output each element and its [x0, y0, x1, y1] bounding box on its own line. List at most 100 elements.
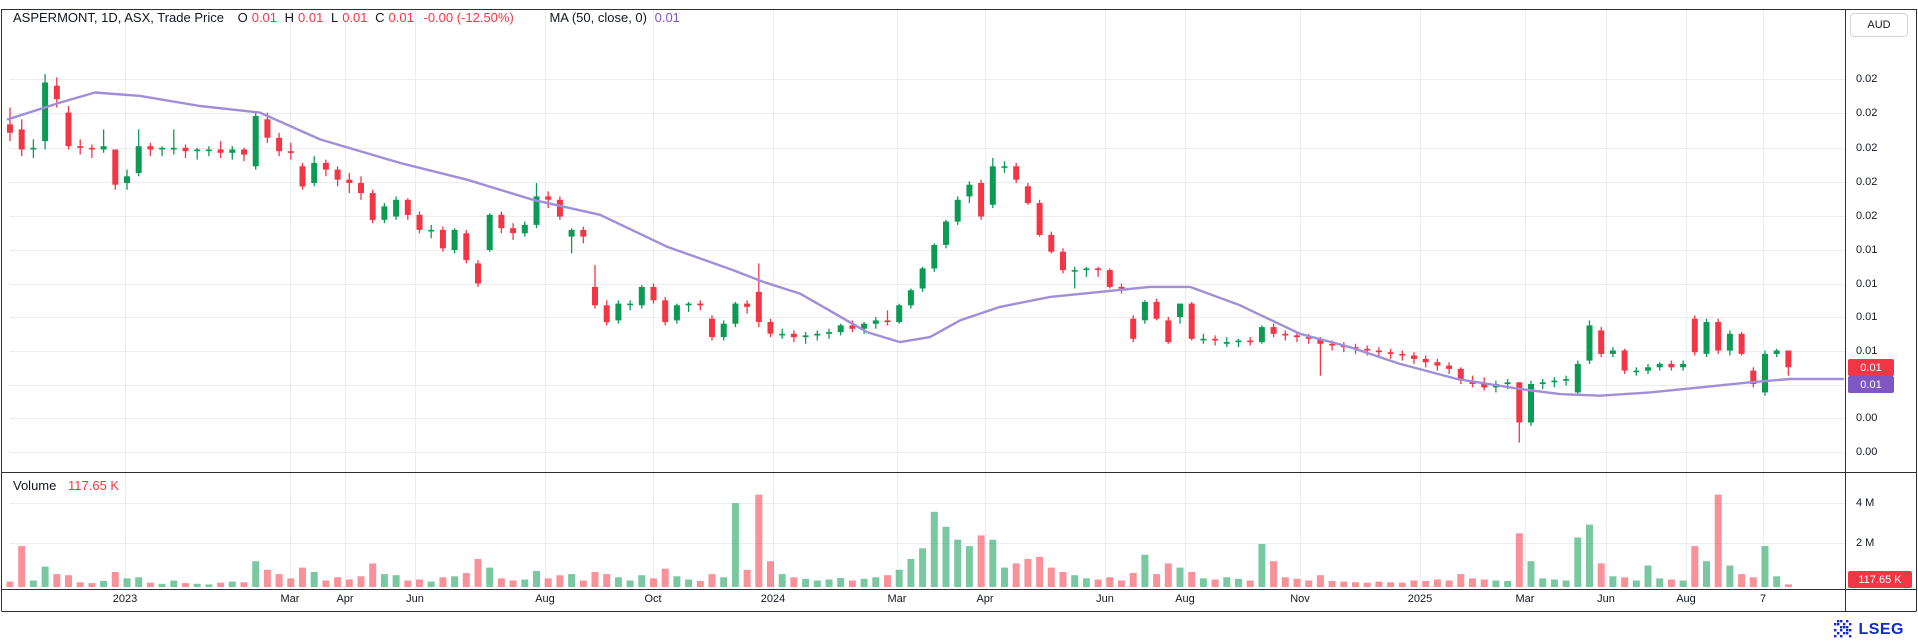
time-axis-label: 7	[1759, 593, 1767, 605]
candle-body	[147, 146, 154, 150]
candle-body	[556, 199, 563, 217]
candle-body	[1528, 384, 1534, 423]
volume-bar	[100, 581, 108, 587]
candle-body	[919, 268, 926, 289]
volume-bar	[1258, 544, 1266, 587]
volume-bar	[380, 574, 388, 587]
volume-bar	[1667, 579, 1675, 587]
open-value: 0.01	[251, 10, 278, 25]
price-axis-label: 0.02	[1856, 107, 1878, 119]
volume-value-badge: 117.65 K	[1848, 571, 1912, 588]
volume-bar	[1012, 563, 1020, 587]
volume-bar	[1738, 574, 1746, 587]
candle-body	[1048, 234, 1055, 252]
candle-body	[1364, 348, 1371, 351]
volume-bar	[813, 580, 821, 587]
candle-body	[1551, 380, 1558, 383]
volume-bar	[217, 582, 225, 587]
candle-body	[1036, 203, 1043, 235]
close-value: 0.01	[388, 10, 414, 25]
candle-body	[241, 149, 247, 155]
volume-bar	[1164, 563, 1172, 587]
candle-body	[276, 137, 283, 152]
candle-body	[732, 303, 739, 324]
volume-bar	[977, 535, 985, 587]
volume-bar	[1352, 582, 1359, 587]
time-axis-label: 2024	[760, 593, 786, 605]
candle-body	[217, 149, 224, 153]
candle-body	[592, 286, 598, 306]
volume-bar	[1632, 580, 1640, 587]
volume-bar	[1504, 581, 1512, 587]
candle-body	[662, 300, 669, 323]
volume-bar	[919, 548, 927, 587]
candle-body	[1422, 358, 1429, 363]
candle-body	[135, 146, 142, 173]
candle-body	[767, 322, 774, 334]
candle-body	[1691, 318, 1698, 353]
volume-bar	[1270, 561, 1278, 587]
candle-body	[205, 149, 212, 152]
candle-body	[42, 82, 49, 142]
volume-bar	[1141, 554, 1149, 588]
volume-bar	[1445, 580, 1453, 587]
legend-volume[interactable]: Volume 117.65 K	[13, 478, 119, 493]
candle-body	[182, 147, 189, 152]
candle-body	[673, 305, 680, 321]
candle-body	[1446, 365, 1453, 369]
volume-bar	[1644, 565, 1652, 587]
candle-body	[404, 199, 411, 215]
volume-bar	[1387, 582, 1395, 587]
candle-body	[1024, 186, 1031, 204]
candle-body	[369, 193, 376, 220]
candle-body	[720, 323, 727, 338]
candle-body	[814, 333, 821, 336]
candle-body	[53, 85, 60, 100]
ma-indicator-label[interactable]: MA (50, close, 0)	[549, 10, 647, 25]
candle-body	[907, 290, 914, 306]
volume-bar	[310, 572, 318, 587]
candle-body	[755, 291, 762, 322]
volume-bar	[884, 575, 891, 587]
volume-bar	[1340, 581, 1348, 587]
candle-body	[533, 196, 540, 225]
volume-bar	[720, 577, 728, 587]
volume-bar	[1714, 494, 1722, 588]
time-axis[interactable]: 2023 Mar Apr Jun Aug Oct 2024 Mar Apr Jun Aug Nov 20…	[0, 590, 1845, 611]
currency-button[interactable]: AUD	[1850, 13, 1908, 37]
volume-bar	[1118, 580, 1125, 587]
time-axis-label: 2025	[1407, 593, 1433, 605]
candle-body	[299, 166, 306, 187]
volume-bar	[872, 577, 880, 587]
volume-bar	[123, 578, 131, 587]
volume-bar	[638, 575, 646, 587]
candle-body	[615, 303, 622, 321]
volume-bar	[1539, 578, 1547, 587]
volume-bar	[486, 567, 494, 587]
volume-bar	[860, 578, 868, 587]
volume-bar	[661, 568, 669, 587]
volume-bar	[1761, 546, 1769, 587]
candle-body	[603, 305, 610, 323]
volume-bar	[1784, 584, 1792, 587]
last-price-badge: 0.01	[1848, 359, 1894, 376]
candle-body	[989, 166, 996, 205]
candle-body	[1235, 340, 1242, 343]
candle-body	[229, 149, 236, 153]
candle-body	[1481, 384, 1488, 388]
volume-bar	[287, 578, 295, 587]
high-value: 0.01	[298, 10, 324, 25]
volume-bar	[848, 580, 856, 587]
symbol-title[interactable]: ASPERMONT, 1D, ASX, Trade Price	[13, 10, 224, 25]
candle-body	[194, 149, 201, 152]
candle-body	[1013, 166, 1020, 180]
price-axis[interactable]: AUD 0.02 0.02 0.02 0.02 0.02 0.01 0.01 0.01 0.01…	[1846, 9, 1918, 612]
volume-value: 117.65 K	[68, 478, 120, 493]
volume-bar	[521, 579, 529, 587]
candle-body	[954, 199, 961, 222]
lseg-logo-icon	[1834, 620, 1852, 638]
volume-bar	[1773, 576, 1781, 588]
candle-body	[966, 184, 973, 197]
